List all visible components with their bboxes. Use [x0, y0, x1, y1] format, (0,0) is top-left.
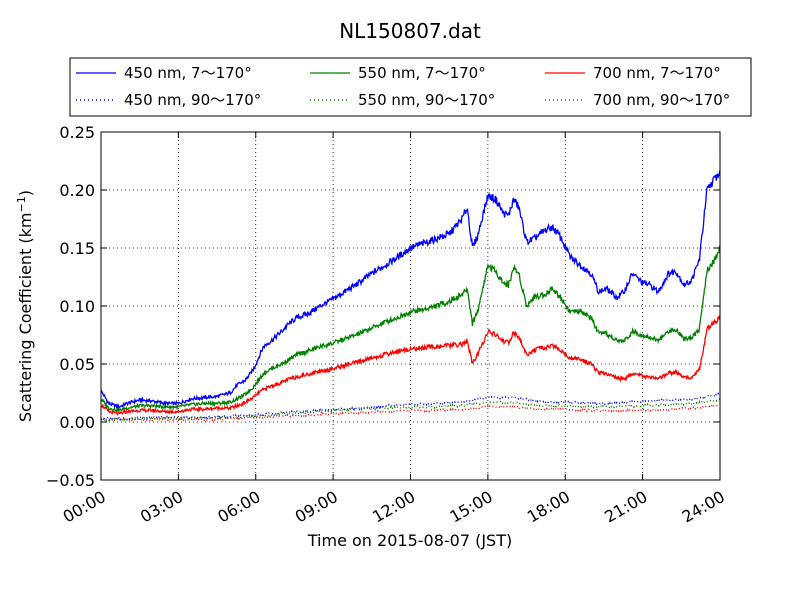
y-tick-label: 0.05 [59, 355, 95, 374]
x-tick-label: 06:00 [214, 487, 263, 527]
axis-ticks: 00:00 03:00 06:00 09:00 12:00 15:00 18:00 21:00… [46, 123, 728, 527]
y-axis-label-main: Scattering Coefficient (km [16, 212, 35, 422]
legend-label: 550 nm, 90～170° [358, 91, 495, 109]
legend-label: 700 nm, 90～170° [593, 91, 730, 109]
plot-series [101, 170, 720, 423]
x-tick-label: 21:00 [601, 487, 650, 527]
y-tick-label: 0.15 [59, 239, 95, 258]
y-tick-label: 0.20 [59, 181, 95, 200]
x-tick-label: 24:00 [679, 487, 728, 527]
legend-label: 450 nm, 90～170° [124, 91, 261, 109]
series-line-1 [101, 392, 720, 422]
legend: 450 nm, 7～170° 550 nm, 7～170° 700 nm, 7～17… [69, 57, 752, 117]
x-tick-label: 03:00 [137, 487, 186, 527]
x-tick-label: 15:00 [446, 487, 495, 527]
series-line-2 [101, 245, 720, 413]
grid [101, 132, 720, 480]
legend-label: 450 nm, 7～170° [124, 64, 252, 82]
legend-label: 550 nm, 7～170° [358, 64, 486, 82]
series-line-0 [101, 170, 720, 411]
y-axis-label-sup: −1 [15, 196, 28, 212]
y-tick-label: 0.25 [59, 123, 95, 142]
x-axis-label: Time on 2015-08-07 (JST) [307, 531, 512, 550]
x-tick-label: 00:00 [60, 487, 109, 527]
y-axis-label: Scattering Coefficient (km−1) [15, 190, 36, 422]
x-tick-label: 12:00 [369, 487, 418, 527]
legend-label: 700 nm, 7～170° [593, 64, 721, 82]
series-line-5 [101, 404, 720, 423]
y-axis-label-close: ) [16, 190, 35, 196]
y-tick-label: 0.10 [59, 297, 95, 316]
y-tick-label: −0.05 [46, 471, 95, 490]
series-line-4 [101, 315, 720, 416]
y-tick-label: 0.00 [59, 413, 95, 432]
series-line-3 [101, 398, 720, 423]
chart-title: NL150807.dat [339, 19, 481, 43]
x-tick-label: 18:00 [524, 487, 573, 527]
x-tick-label: 09:00 [292, 487, 341, 527]
legend-box [69, 57, 752, 117]
